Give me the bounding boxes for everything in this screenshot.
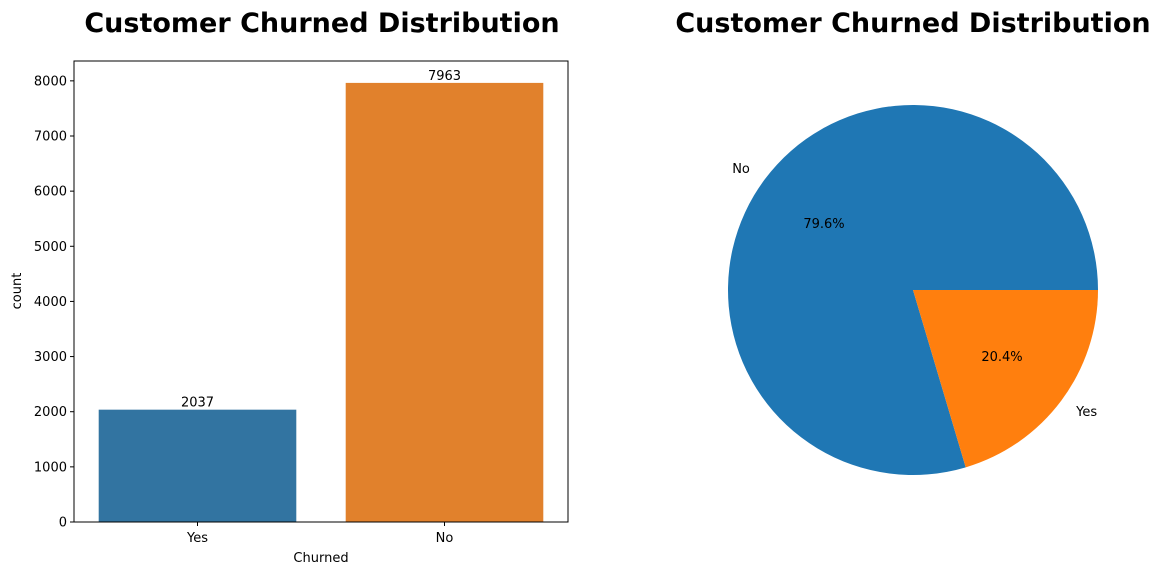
- bar-chart-title: Customer Churned Distribution: [84, 8, 559, 39]
- bar-series: [98, 82, 544, 523]
- y-tick-label: 4000: [34, 295, 67, 310]
- pie-chart-title: Customer Churned Distribution: [675, 8, 1150, 39]
- pie-label-yes: Yes: [1075, 405, 1097, 420]
- bar-data-labels: 2037 7963: [181, 69, 461, 411]
- bar-chart: Customer Churned Distribution 0 1000 2000 3…: [10, 8, 569, 566]
- bar-yes: [98, 409, 297, 522]
- y-tick-label: 1000: [34, 460, 67, 475]
- pie-labels: No 79.6% Yes 20.4%: [732, 162, 1097, 420]
- plot-frame: [73, 60, 569, 523]
- x-tick-label-yes: Yes: [186, 531, 208, 546]
- y-tick-label: 2000: [34, 405, 67, 420]
- bar-no: [345, 82, 544, 523]
- y-tick-label: 5000: [34, 240, 67, 255]
- pie-percent-yes: 20.4%: [981, 350, 1022, 365]
- x-axis: Yes No: [186, 522, 453, 546]
- y-tick-label: 8000: [34, 74, 67, 89]
- y-tick-label: 0: [59, 516, 67, 531]
- x-axis-label: Churned: [293, 551, 348, 566]
- y-tick-label: 6000: [34, 185, 67, 200]
- data-label-no: 7963: [428, 69, 461, 84]
- y-axis: 0 1000 2000 3000 4000 5000 6000 7000 8000: [34, 74, 74, 531]
- pie-slice-no: [728, 105, 1098, 476]
- data-label-yes: 2037: [181, 396, 214, 411]
- y-tick-label: 7000: [34, 129, 67, 144]
- y-tick-label: 3000: [34, 350, 67, 365]
- pie-chart: Customer Churned Distribution No 79.6% Yes…: [675, 8, 1151, 476]
- x-tick-label-no: No: [436, 531, 454, 546]
- pie-label-no: No: [732, 162, 750, 177]
- pie-slices: [728, 105, 1099, 476]
- pie-slice-yes: [913, 290, 1099, 468]
- pie-percent-no: 79.6%: [803, 217, 844, 232]
- y-axis-label: count: [10, 273, 25, 310]
